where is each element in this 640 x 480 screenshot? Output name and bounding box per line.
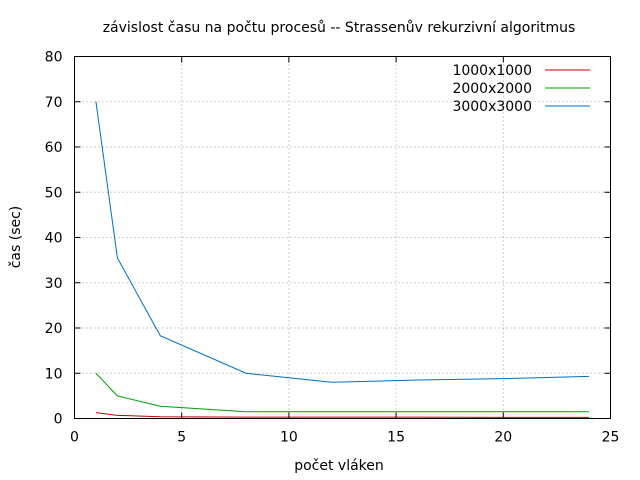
series-layer: [95, 101, 590, 418]
legend-label: 2000x2000: [452, 81, 532, 97]
x-tick-label: 15: [387, 430, 405, 446]
x-axis-label: počet vláken: [294, 458, 384, 474]
x-tick-label: 25: [602, 430, 620, 446]
x-tick-label: 5: [177, 430, 186, 446]
y-axis-label: čas (sec): [8, 206, 24, 269]
y-tick-labels: 0 10 20 30 40 50 60 70 80: [45, 50, 63, 428]
axis-ticks: [74, 56, 611, 419]
legend-label: 3000x3000: [452, 99, 532, 115]
x-tick-label: 20: [494, 430, 512, 446]
y-tick-label: 30: [45, 276, 63, 292]
legend-label: 1000x1000: [452, 63, 532, 79]
y-tick-label: 40: [45, 231, 63, 247]
y-tick-label: 20: [45, 321, 63, 337]
y-tick-label: 50: [45, 185, 63, 201]
x-tick-label: 10: [280, 430, 298, 446]
legend: 1000x1000 2000x2000 3000x3000: [452, 63, 590, 115]
y-tick-label: 70: [45, 95, 63, 111]
series-line-3000x3000: [95, 101, 590, 383]
x-tick-label: 0: [70, 430, 79, 446]
series-line-2000x2000: [95, 372, 590, 413]
chart-title: závislost času na počtu procesů -- Stras…: [103, 20, 576, 36]
grid: [74, 56, 611, 419]
y-tick-label: 0: [54, 412, 63, 428]
y-tick-label: 10: [45, 366, 63, 382]
x-tick-labels: 0 5 10 15 20 25: [70, 430, 619, 446]
y-tick-label: 80: [45, 50, 63, 66]
y-tick-label: 60: [45, 140, 63, 156]
series-line-1000x1000: [95, 412, 590, 418]
